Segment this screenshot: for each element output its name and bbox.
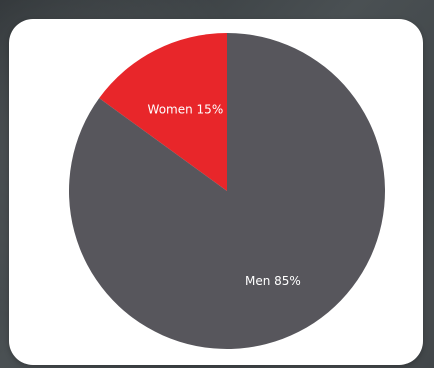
slice-label-women: Women 15% [148, 102, 224, 116]
pie-chart: Women 15% Men 85% [69, 33, 385, 349]
pie-slice-men [69, 33, 385, 349]
chart-card: Women 15% Men 85% [9, 19, 423, 365]
pie-slice-women [99, 33, 227, 191]
slice-label-men: Men 85% [245, 274, 301, 288]
